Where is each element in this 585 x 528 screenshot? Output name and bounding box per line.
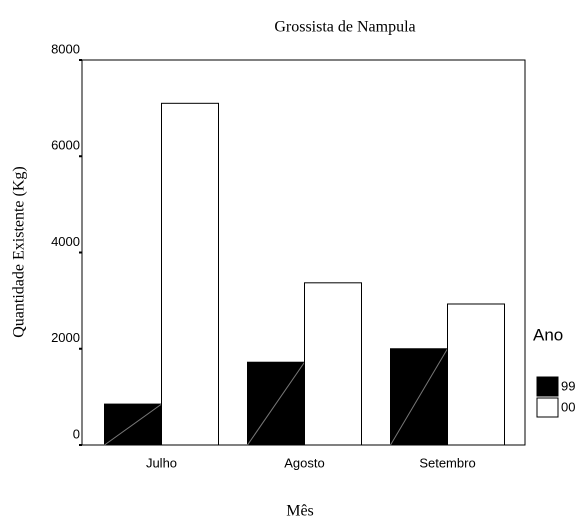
bar (304, 282, 362, 446)
x-tick-label: Setembro (419, 455, 475, 470)
y-tick-label: 0 (73, 426, 80, 441)
legend-label: 99 (561, 378, 575, 393)
y-tick-label: 2000 (51, 330, 80, 345)
bar-hatch (390, 348, 448, 446)
legend-swatch (536, 397, 559, 418)
y-axis-label: Quantidade Existente (Kg) (11, 166, 28, 338)
legend-label: 00 (561, 399, 575, 414)
x-axis-label: Mês (286, 503, 314, 520)
legend-title: Ano (533, 325, 563, 344)
legend-swatch (536, 376, 559, 397)
bar (447, 303, 505, 446)
x-tick-label: Agosto (284, 455, 324, 470)
y-tick-label: 8000 (51, 41, 80, 56)
y-tick-label: 4000 (51, 234, 80, 249)
bar-hatch (247, 361, 305, 446)
y-tick-label: 6000 (51, 138, 80, 153)
bar (161, 102, 219, 446)
x-tick-label: Julho (146, 455, 177, 470)
chart-title: Grossista de Nampula (274, 19, 415, 36)
bar-hatch (104, 403, 162, 446)
